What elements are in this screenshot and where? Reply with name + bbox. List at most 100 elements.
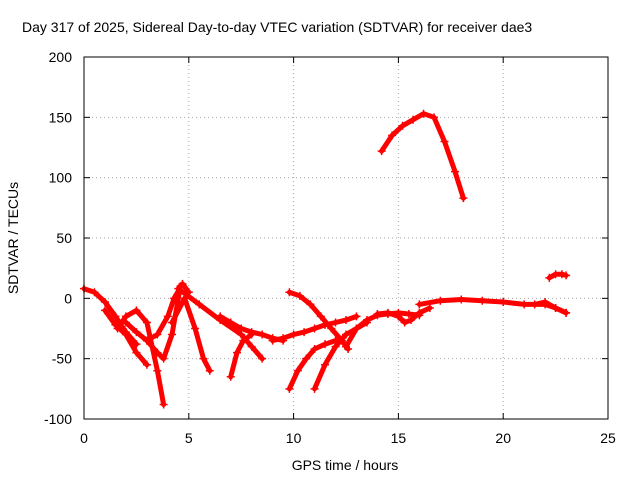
data-point: [159, 400, 168, 409]
series-track-13: [310, 318, 371, 393]
data-point: [327, 324, 336, 333]
data-point: [233, 348, 242, 357]
data-point: [268, 336, 277, 345]
data-point: [400, 318, 409, 327]
data-point: [545, 273, 554, 282]
data-point: [168, 318, 177, 327]
data-point: [388, 131, 397, 140]
series-track-3: [113, 306, 168, 409]
data-point: [100, 297, 109, 306]
data-point: [100, 306, 109, 315]
series-trace: [115, 307, 167, 407]
axis-ticks: 0 5 10 15 20 25 -100 -50 0 50 100 150 200: [44, 49, 616, 446]
data-point: [170, 294, 179, 303]
data-point: [436, 296, 445, 305]
x-axis-label: GPS time / hours: [292, 457, 399, 473]
data-point: [142, 318, 151, 327]
data-point: [153, 348, 162, 357]
data-point: [551, 303, 560, 312]
data-point: [316, 312, 325, 321]
data-point: [457, 295, 466, 304]
data-point: [289, 330, 298, 339]
data-point: [279, 334, 288, 343]
data-point: [132, 328, 141, 337]
data-point: [121, 330, 130, 339]
data-point: [352, 324, 361, 333]
data-point: [541, 297, 550, 306]
data-point: [258, 330, 267, 339]
plot-frame: [83, 56, 609, 420]
series-track-18: [530, 297, 571, 317]
data-point: [295, 291, 304, 300]
data-series: [80, 109, 571, 409]
grid-lines: [84, 57, 608, 419]
x-tick-label: 0: [80, 430, 88, 446]
data-point: [425, 303, 434, 312]
data-point: [293, 366, 302, 375]
series-track-9: [226, 330, 256, 381]
x-tick-label: 10: [286, 430, 302, 446]
y-tick-label: 150: [49, 109, 73, 125]
data-point: [195, 300, 204, 309]
y-tick-label: 200: [49, 49, 73, 65]
x-tick-label: 15: [391, 430, 407, 446]
data-point: [415, 308, 424, 317]
data-point: [199, 354, 208, 363]
x-tick-label: 5: [185, 430, 193, 446]
data-point: [557, 270, 566, 279]
data-point: [247, 342, 256, 351]
data-point: [310, 384, 319, 393]
data-point: [459, 194, 468, 203]
data-point: [419, 109, 428, 118]
data-point: [362, 316, 371, 325]
data-point: [430, 113, 439, 122]
data-point: [302, 354, 311, 363]
data-point: [132, 348, 141, 357]
data-point: [142, 336, 151, 345]
data-point: [113, 324, 122, 333]
data-point: [239, 336, 248, 345]
data-point: [258, 354, 267, 363]
series-track-19: [545, 270, 571, 282]
data-point: [178, 279, 187, 288]
y-tick-label: 100: [49, 170, 73, 186]
y-tick-label: 0: [64, 290, 72, 306]
data-point: [237, 324, 246, 333]
data-point: [174, 284, 183, 293]
data-point: [562, 271, 571, 280]
data-point: [352, 312, 361, 321]
series-track-10: [268, 312, 361, 345]
series-trace: [532, 299, 569, 316]
data-point: [478, 296, 487, 305]
series-track-6: [168, 294, 214, 375]
chart-title: Day 317 of 2025, Sidereal Day-to-day VTE…: [22, 19, 532, 35]
data-point: [285, 384, 294, 393]
data-point: [415, 300, 424, 309]
data-point: [331, 318, 340, 327]
data-point: [520, 300, 529, 309]
y-tick-label: -50: [52, 351, 72, 367]
data-point: [409, 115, 418, 124]
data-point: [377, 147, 386, 156]
data-point: [499, 297, 508, 306]
series-track-5: [142, 279, 193, 345]
data-point: [121, 318, 130, 327]
data-point: [398, 121, 407, 130]
data-point: [168, 330, 177, 339]
series-trace: [228, 332, 255, 380]
series-trace: [175, 286, 265, 362]
data-point: [373, 310, 382, 319]
data-point: [300, 328, 309, 337]
data-point: [331, 342, 340, 351]
data-point: [342, 330, 350, 339]
data-point: [191, 324, 200, 333]
series-track-2: [100, 306, 151, 369]
series-track-15: [373, 303, 434, 327]
data-point: [153, 330, 162, 339]
data-point: [310, 324, 319, 333]
data-point: [530, 300, 539, 309]
data-point: [226, 372, 235, 381]
y-tick-label: -100: [44, 411, 72, 427]
y-tick-label: 50: [56, 230, 72, 246]
x-tick-label: 20: [495, 430, 511, 446]
